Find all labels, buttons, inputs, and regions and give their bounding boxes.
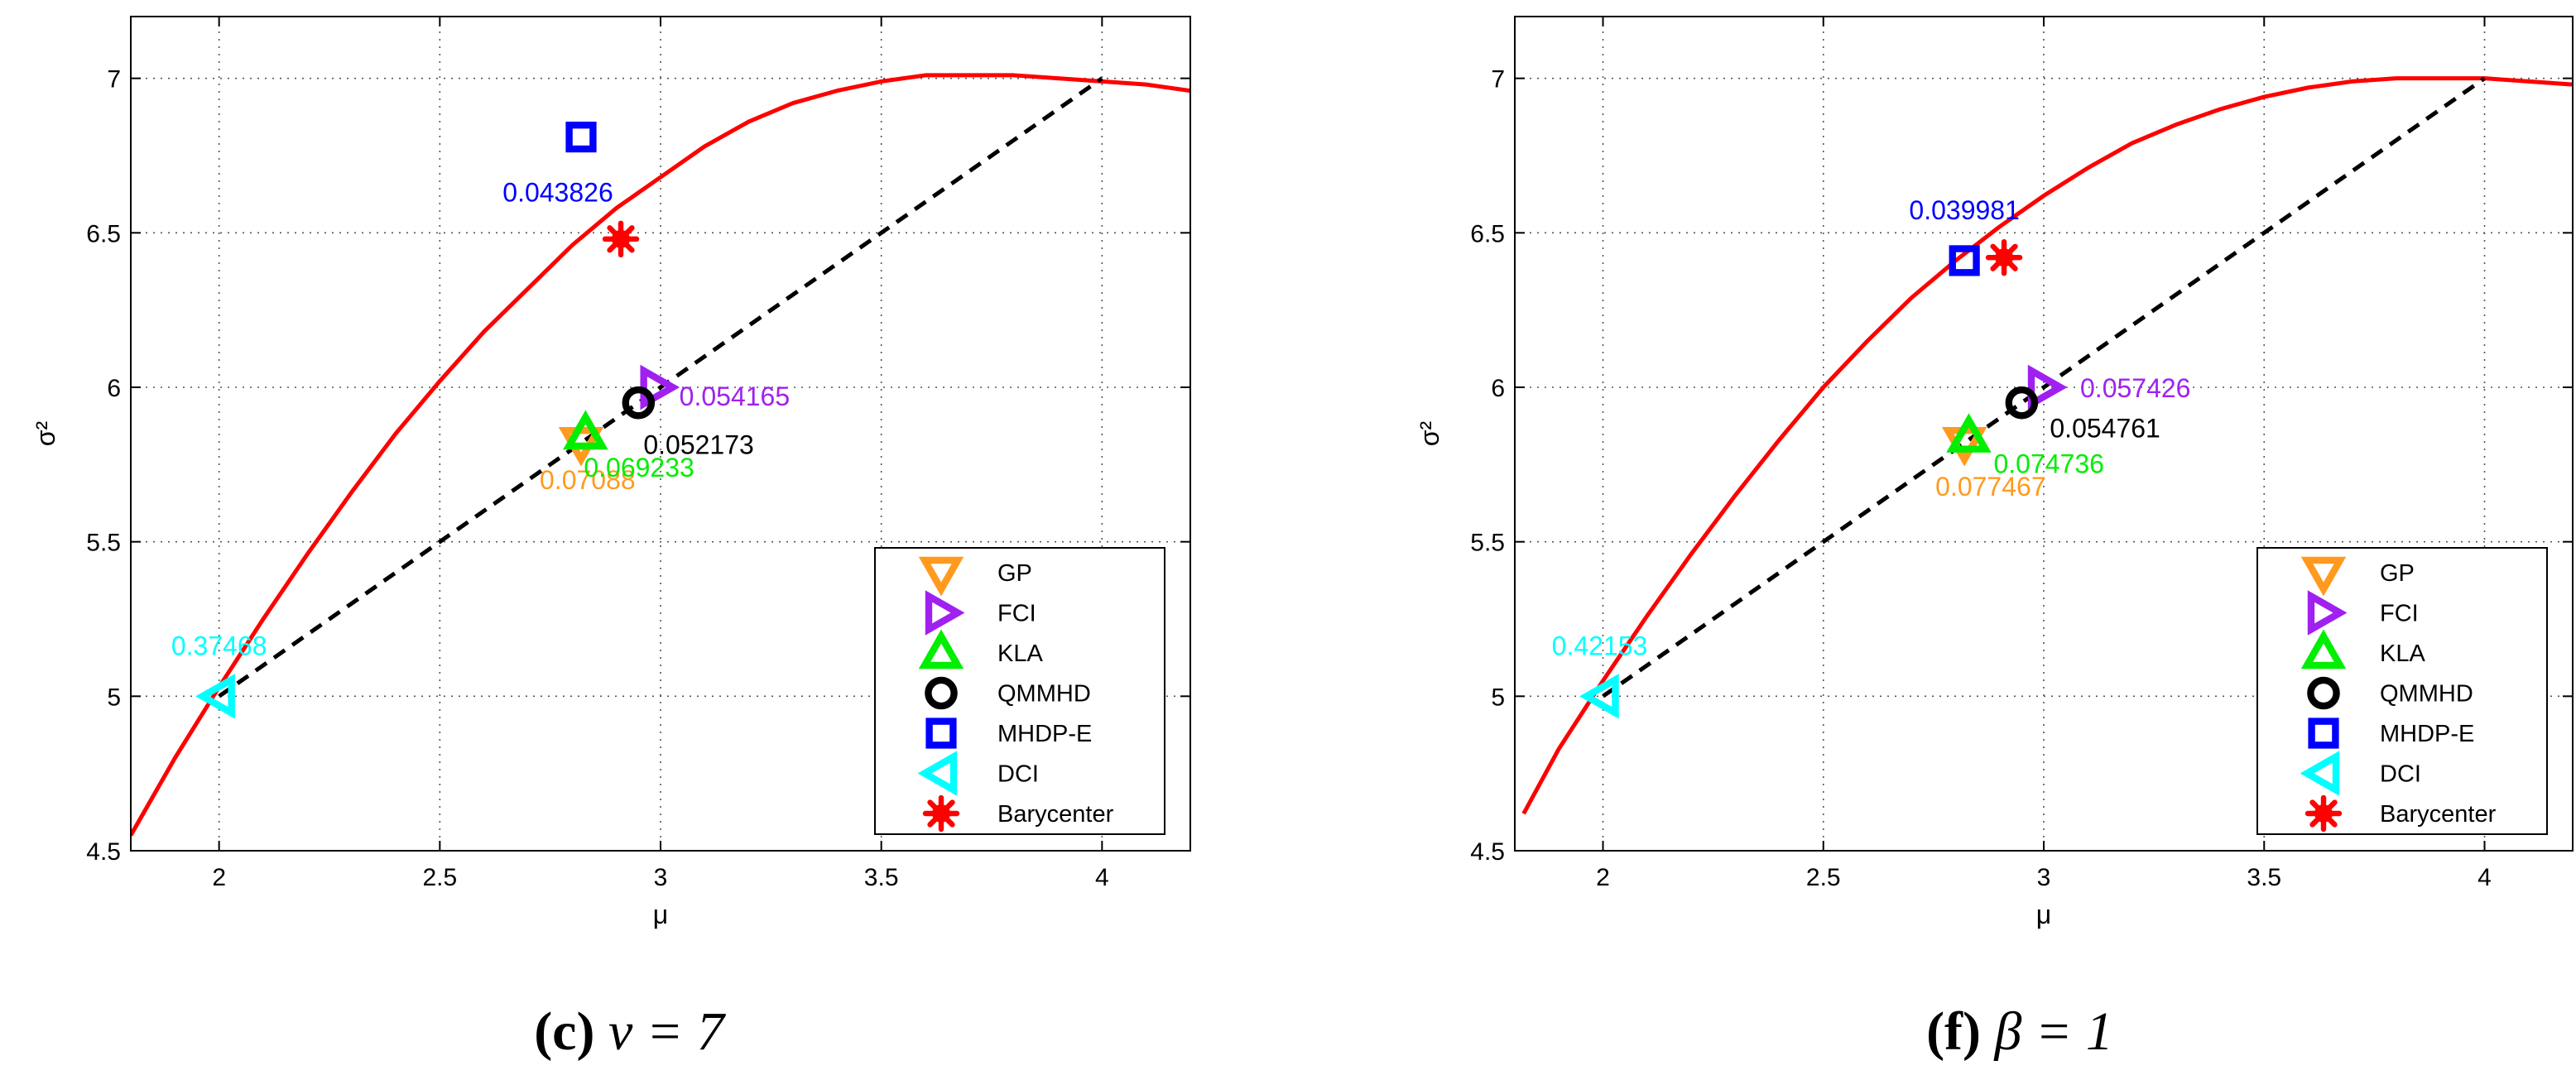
chart-panel-f: 2 2.5 3 3.5 4 4.5 5 5.5 6 6.5 7 μ σ² 0.077467 0.057426… — [1415, 16, 2574, 929]
legend-label-mhdp-e: MHDP-E — [2380, 721, 2474, 747]
x-tick-label: 2.5 — [1806, 864, 1841, 891]
plot-area — [131, 73, 1190, 837]
caption-c: (c) ν = 7 — [534, 1001, 727, 1062]
data-label-dci: 0.42153 — [1552, 631, 1648, 660]
x-axis-label: μ — [2036, 900, 2051, 929]
legend-label-qmmhd: QMMHD — [2380, 681, 2473, 708]
legend-marker-barycenter-spoke — [938, 799, 955, 817]
legend-marker-gp — [2300, 556, 2347, 597]
x-tick-label: 2.5 — [422, 864, 457, 891]
legend-label-kla: KLA — [997, 641, 1043, 667]
legend: GP FCI KLA QMMHD MHDP-E DCI Barycenter — [2256, 547, 2548, 835]
x-tick-label: 4 — [2477, 864, 2492, 891]
legend-label-kla: KLA — [2380, 641, 2425, 667]
point-kla — [563, 410, 608, 450]
data-label-fci: 0.054165 — [680, 382, 790, 411]
legend-marker-dci — [2300, 751, 2340, 796]
data-label-kla: 0.074736 — [1993, 449, 2103, 479]
legend-marker-gp — [918, 556, 964, 597]
data-label-mhdp-e: 0.039981 — [1909, 195, 2019, 225]
legend-label-dci: DCI — [2380, 761, 2421, 788]
data-label-dci: 0.37468 — [171, 631, 267, 660]
x-tick-label: 3 — [654, 864, 668, 891]
legend-label-barycenter: Barycenter — [997, 801, 1114, 828]
legend-marker-kla — [2300, 629, 2347, 669]
legend-marker-dci — [917, 751, 958, 796]
x-axis-label: μ — [653, 900, 668, 929]
legend-box — [2256, 547, 2548, 835]
point-qmmhd — [2005, 386, 2039, 420]
y-axis-label: σ² — [1415, 420, 1444, 446]
y-tick-label: 6 — [107, 375, 121, 402]
data-label-gp: 0.07088 — [540, 465, 636, 495]
legend-label-barycenter: Barycenter — [2380, 801, 2497, 828]
point-barycenter-spoke — [618, 225, 635, 242]
legend-marker-barycenter — [2304, 794, 2343, 833]
point-dci — [1579, 674, 1619, 719]
legend-marker-kla — [918, 629, 964, 669]
point-fci — [2027, 364, 2068, 410]
legend-box — [874, 547, 1165, 835]
legend-marker-mhdp-e — [925, 717, 957, 749]
axes-frame — [130, 16, 1191, 852]
y-axis-label: σ² — [31, 420, 60, 446]
y-tick-label: 7 — [107, 66, 121, 94]
y-tick-label: 5.5 — [1470, 530, 1505, 557]
point-barycenter — [602, 220, 640, 257]
legend-label-gp: GP — [997, 560, 1032, 587]
y-tick-label: 7 — [1491, 66, 1505, 94]
data-label-mhdp-e: 0.043826 — [502, 178, 613, 208]
y-tick-label: 4.5 — [1470, 838, 1505, 866]
axes-frame — [1514, 16, 2574, 852]
legend-label-gp: GP — [2380, 560, 2415, 587]
point-mhdp-e — [1949, 245, 1980, 276]
red-curve — [131, 73, 1190, 837]
data-label-qmmhd: 0.054761 — [2050, 414, 2160, 444]
dashed-line — [218, 76, 1103, 698]
data-label-qmmhd: 0.052173 — [643, 430, 753, 460]
y-tick-label: 6 — [1491, 375, 1505, 402]
y-tick-label: 6.5 — [1470, 220, 1505, 247]
legend-label-fci: FCI — [2380, 601, 2419, 627]
legend-marker-fci — [925, 590, 965, 636]
legend-marker-qmmhd — [925, 676, 958, 710]
x-tick-label: 3 — [2037, 864, 2051, 891]
point-qmmhd — [622, 386, 656, 420]
point-barycenter — [1985, 239, 2023, 276]
point-dci — [195, 674, 235, 719]
legend-marker-barycenter — [922, 794, 960, 833]
red-curve — [1521, 76, 2573, 815]
point-kla — [1946, 413, 1992, 453]
legend-label-fci: FCI — [997, 601, 1036, 627]
y-tick-label: 6.5 — [86, 220, 121, 247]
data-label-fci: 0.057426 — [2080, 373, 2190, 403]
x-tick-label: 2 — [212, 864, 226, 891]
data-label-kla: 0.069233 — [584, 453, 694, 482]
legend-label-dci: DCI — [997, 761, 1039, 788]
y-tick-label: 5.5 — [86, 530, 121, 557]
y-tick-label: 5 — [1491, 684, 1505, 711]
plot-area — [1521, 76, 2573, 815]
caption-f: (f) β = 1 — [1926, 1001, 2113, 1062]
point-mhdp-e — [565, 121, 597, 153]
legend-marker-fci — [2307, 590, 2348, 636]
x-tick-label: 3.5 — [2247, 864, 2281, 891]
chart-panel-c: 2 2.5 3 3.5 4 4.5 5 5.5 6 6.5 7 μ σ² 0.07088 0.054165 0… — [31, 16, 1191, 929]
y-tick-label: 5 — [107, 684, 121, 711]
legend-marker-barycenter-spoke — [2320, 799, 2338, 817]
x-tick-label: 3.5 — [864, 864, 899, 891]
data-label-gp: 0.077467 — [1935, 472, 2045, 502]
legend-label-qmmhd: QMMHD — [997, 681, 1091, 708]
x-tick-label: 2 — [1596, 864, 1610, 891]
legend-marker-mhdp-e — [2308, 717, 2339, 749]
legend: GP FCI KLA QMMHD MHDP-E DCI Barycenter — [874, 547, 1165, 835]
y-tick-label: 4.5 — [86, 838, 121, 866]
x-tick-label: 4 — [1095, 864, 1109, 891]
point-barycenter-spoke — [2001, 243, 2018, 261]
legend-marker-qmmhd — [2307, 676, 2340, 710]
legend-label-mhdp-e: MHDP-E — [997, 721, 1092, 747]
dashed-line — [1602, 76, 2486, 698]
